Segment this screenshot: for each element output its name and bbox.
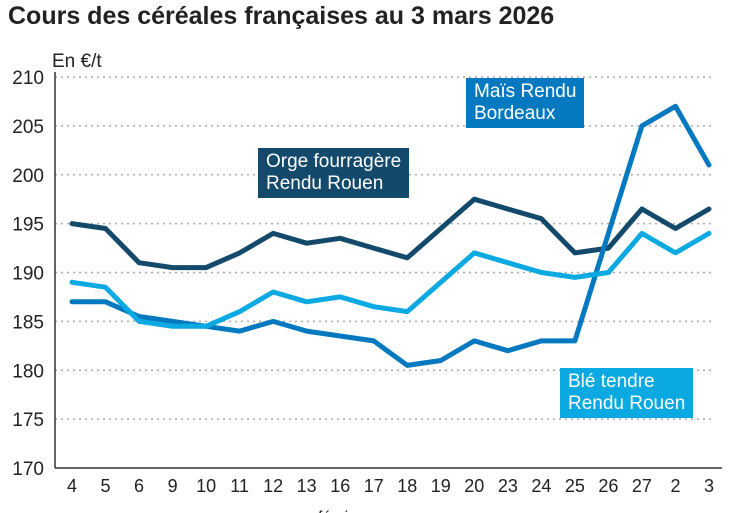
chart-title: Cours des céréales françaises au 3 mars … — [8, 2, 555, 30]
x-tick-label: 26 — [598, 476, 618, 496]
series-line-2 — [69, 230, 712, 329]
x-tick-label: 23 — [498, 476, 518, 496]
x-tick-label: 4 — [67, 476, 77, 496]
y-tick-label: 175 — [12, 410, 44, 431]
x-tick-label: 25 — [565, 476, 585, 496]
x-tick-label: 2 — [670, 476, 680, 496]
x-tick-label: 18 — [397, 476, 417, 496]
series-label-orge: Orge fourragère Rendu Rouen — [258, 148, 410, 198]
x-tick-label: 10 — [196, 476, 216, 496]
label-line: Rendu Rouen — [568, 393, 686, 414]
month-label: mars — [691, 509, 727, 513]
y-tick-label: 200 — [12, 166, 44, 187]
x-tick-label: 12 — [263, 476, 283, 496]
x-tick-label: 24 — [531, 476, 551, 496]
label-line: Orge fourragère — [266, 151, 402, 172]
x-tick-label: 20 — [464, 476, 484, 496]
label-line: Maïs Rendu — [474, 81, 577, 102]
label-line: Bordeaux — [474, 103, 556, 124]
label-line: Blé tendre — [568, 371, 655, 392]
y-tick-label: 205 — [12, 117, 44, 138]
series-line-1 — [69, 103, 712, 368]
x-tick-label: 11 — [230, 476, 249, 496]
x-tick-label: 19 — [431, 476, 451, 496]
x-tick-label: 17 — [364, 476, 384, 496]
y-tick-label: 210 — [12, 68, 44, 89]
x-tick-label: 9 — [168, 476, 178, 496]
x-tick-label: 5 — [101, 476, 111, 496]
series-label-ble: Blé tendre Rendu Rouen — [560, 368, 694, 418]
y-tick-label: 170 — [12, 459, 44, 480]
x-tick-label: 6 — [134, 476, 144, 496]
month-label: février — [318, 509, 363, 513]
x-tick-label: 3 — [704, 476, 714, 496]
x-tick-label: 16 — [330, 476, 350, 496]
y-tick-label: 195 — [12, 215, 44, 236]
label-line: Rendu Rouen — [266, 173, 384, 194]
y-tick-label: 185 — [12, 312, 44, 333]
x-tick-label: 27 — [632, 476, 652, 496]
y-tick-label: 190 — [12, 264, 44, 285]
y-tick-label: 180 — [12, 361, 44, 382]
y-axis-label: En €/t — [52, 51, 102, 72]
series-label-mais: Maïs Rendu Bordeaux — [466, 78, 585, 128]
x-tick-label: 13 — [297, 476, 317, 496]
